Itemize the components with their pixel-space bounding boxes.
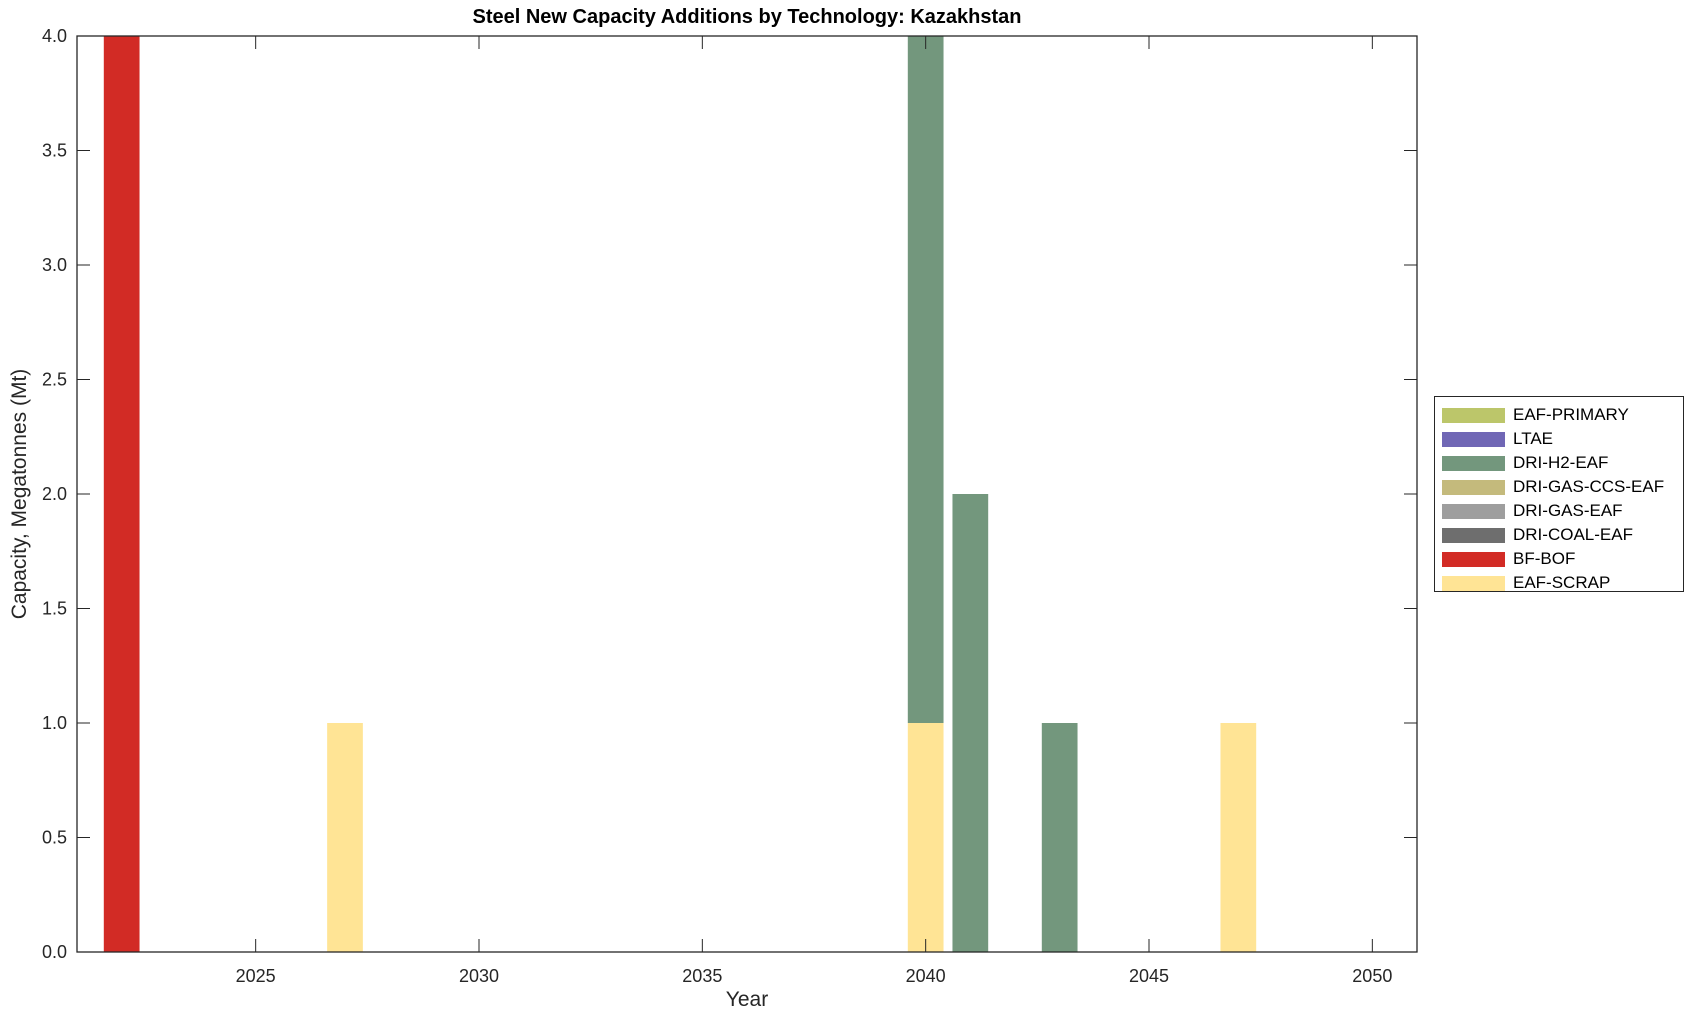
legend: EAF-PRIMARY LTAE DRI-H2-EAF DRI-GAS-CCS-EAF… (1434, 396, 1684, 592)
legend-swatch (1442, 479, 1505, 495)
legend-swatch (1442, 527, 1505, 543)
legend-label: DRI-GAS-CCS-EAF (1513, 477, 1665, 496)
bar-eaf-scrap-2047 (1220, 723, 1257, 952)
legend-item: EAF-PRIMARY (1442, 403, 1683, 427)
legend-item: BF-BOF (1442, 547, 1683, 571)
legend-item: EAF-SCRAP (1442, 571, 1683, 595)
legend-label: EAF-PRIMARY (1513, 405, 1629, 424)
legend-item: LTAE (1442, 427, 1683, 451)
x-tick-label: 2040 (906, 966, 946, 986)
y-tick-label: 0.5 (42, 828, 67, 848)
bar-dri-h2-eaf-2041 (952, 494, 989, 952)
bar-dri-h2-eaf-2043 (1041, 723, 1078, 952)
legend-swatch (1442, 575, 1505, 591)
bar-dri-h2-eaf-2040 (907, 36, 944, 723)
legend-label: BF-BOF (1513, 549, 1576, 568)
y-tick-label: 4.0 (42, 26, 67, 46)
y-tick-label: 2.0 (42, 484, 67, 504)
bar-bf-bof-2022 (103, 36, 140, 952)
x-tick-label: 2045 (1129, 966, 1169, 986)
legend-label: EAF-SCRAP (1513, 573, 1611, 592)
axes-box (76, 35, 1418, 953)
legend-label: LTAE (1513, 429, 1553, 448)
y-tick-label: 1.5 (42, 599, 67, 619)
y-tick-label: 1.0 (42, 713, 67, 733)
legend-label: DRI-COAL-EAF (1513, 525, 1633, 544)
y-tick-label: 3.0 (42, 255, 67, 275)
legend-item: DRI-H2-EAF (1442, 451, 1683, 475)
legend-item: DRI-COAL-EAF (1442, 523, 1683, 547)
chart-title: Steel New Capacity Additions by Technolo… (472, 6, 1022, 28)
legend-label: DRI-GAS-EAF (1513, 501, 1623, 520)
legend-swatch (1442, 551, 1505, 567)
y-tick-label: 0.0 (42, 942, 67, 962)
legend-swatch (1442, 407, 1505, 423)
x-axis-label: Year (725, 988, 769, 1011)
bar-eaf-scrap-2040 (907, 723, 944, 952)
y-tick-label: 3.5 (42, 141, 67, 161)
legend-swatch (1442, 455, 1505, 471)
bar-eaf-scrap-2027 (327, 723, 363, 952)
legend-swatch (1442, 431, 1505, 447)
x-tick-label: 2030 (459, 966, 499, 986)
x-tick-label: 2035 (682, 966, 722, 986)
legend-item: DRI-GAS-CCS-EAF (1442, 475, 1683, 499)
legend-label: DRI-H2-EAF (1513, 453, 1609, 472)
legend-swatch (1442, 503, 1505, 519)
x-tick-label: 2050 (1352, 966, 1392, 986)
legend-item: DRI-GAS-EAF (1442, 499, 1683, 523)
y-tick-label: 2.5 (42, 370, 67, 390)
x-tick-label: 2025 (236, 966, 276, 986)
